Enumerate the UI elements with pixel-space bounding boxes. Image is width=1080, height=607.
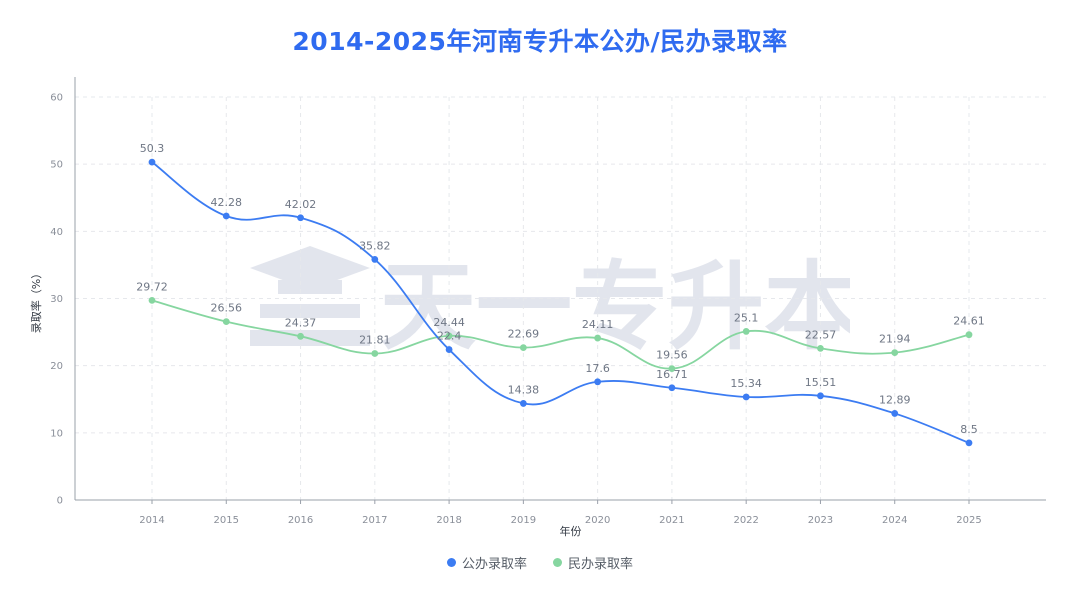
data-label-public: 14.38 [508,383,540,396]
data-point-private[interactable] [817,345,824,352]
data-label-public: 35.82 [359,239,391,252]
x-tick-label: 2016 [288,515,313,526]
x-tick-label: 2017 [362,515,387,526]
legend-label-private: 民办录取率 [568,557,634,572]
data-point-public[interactable] [297,214,304,222]
data-point-private[interactable] [222,318,230,326]
data-point-public[interactable] [148,158,156,166]
data-point-public[interactable] [519,400,527,407]
legend-item-private[interactable]: 民办录取率 [553,553,633,572]
data-point-public[interactable] [445,346,453,353]
chart-legend: 公办录取率 民办录取率 [0,553,1080,572]
data-label-public: 8.5 [960,423,978,436]
data-label-private: 24.11 [582,318,614,331]
y-tick-label: 40 [50,227,63,238]
legend-item-public[interactable]: 公办录取率 [446,553,527,572]
data-label-private: 25.1 [734,311,759,324]
y-tick-label: 0 [57,496,63,507]
data-point-private[interactable] [371,350,379,357]
data-point-public[interactable] [594,378,602,386]
data-label-layer: 29.72 26.56 24.37 21.81 24.44 22.69 24.11 19.56… [136,142,985,436]
data-label-private: 22.69 [508,328,540,341]
y-tick-label: 30 [50,294,63,305]
data-label-public: 42.02 [285,198,317,211]
data-label-public: 42.28 [211,196,243,209]
x-tick-label: 2024 [882,515,907,526]
data-point-private[interactable] [148,296,156,304]
data-label-public: 16.71 [656,368,688,381]
legend-label-public: 公办录取率 [461,557,527,572]
data-point-public[interactable] [742,393,750,401]
data-label-public: 15.51 [805,376,837,389]
x-tick-label: 2014 [139,515,164,526]
grid-layer [75,96,1046,500]
data-label-private: 26.56 [211,302,243,315]
data-point-private[interactable] [891,349,899,357]
data-point-public[interactable] [965,439,973,447]
x-tick-label: 2023 [808,515,833,526]
data-label-public: 12.89 [879,393,911,406]
x-tick-label: 2021 [659,515,684,526]
data-label-private: 24.37 [285,316,317,329]
x-tick-label: 2018 [436,515,461,526]
y-tick-label: 60 [50,93,63,104]
data-label-private: 29.72 [136,280,168,293]
series-line-private [151,299,970,370]
x-tick-label: 2019 [511,515,536,526]
data-point-private[interactable] [594,334,602,342]
data-point-private[interactable] [297,332,304,340]
data-label-private: 24.44 [433,316,465,329]
x-tick-label: 2015 [214,515,239,526]
data-point-private[interactable] [742,328,750,335]
data-point-public[interactable] [817,392,824,400]
data-label-public: 15.34 [730,377,762,390]
data-label-public: 22.4 [437,330,462,343]
data-label-public: 17.6 [585,362,610,375]
data-point-private[interactable] [965,331,973,339]
data-label-private: 19.56 [656,349,688,362]
data-point-public[interactable] [891,410,899,417]
legend-marker-public [446,558,456,567]
chart-title: 2014-2025年河南专升本公办/民办录取率 [292,27,788,56]
data-label-private: 21.94 [879,333,911,346]
x-tick-label: 2022 [733,515,758,526]
y-tick-label: 10 [50,428,63,439]
data-label-private: 21.81 [359,334,391,347]
series-line-public [151,161,970,444]
y-tick-label: 20 [50,361,63,372]
data-point-private[interactable] [668,365,676,373]
x-tick-label: 2020 [585,515,610,526]
data-point-private[interactable] [445,332,453,340]
legend-marker-private [553,558,562,567]
y-axis-title: 录取率（%） [29,268,43,333]
data-point-public[interactable] [222,212,230,220]
data-label-private: 22.57 [805,328,837,341]
data-label-public: 50.3 [140,142,165,155]
x-tick-label: 2025 [956,515,981,526]
data-point-public[interactable] [668,384,676,392]
x-axis-title: 年份 [560,524,582,538]
data-point-private[interactable] [519,344,527,351]
y-tick-label: 50 [50,160,63,171]
data-label-private: 24.61 [953,315,985,328]
axis-layer: 0 10 20 30 40 50 60 2014 2015 2016 2017 2018 2019 202… [50,77,1046,526]
series-layer [148,158,973,447]
data-point-public[interactable] [371,256,379,263]
